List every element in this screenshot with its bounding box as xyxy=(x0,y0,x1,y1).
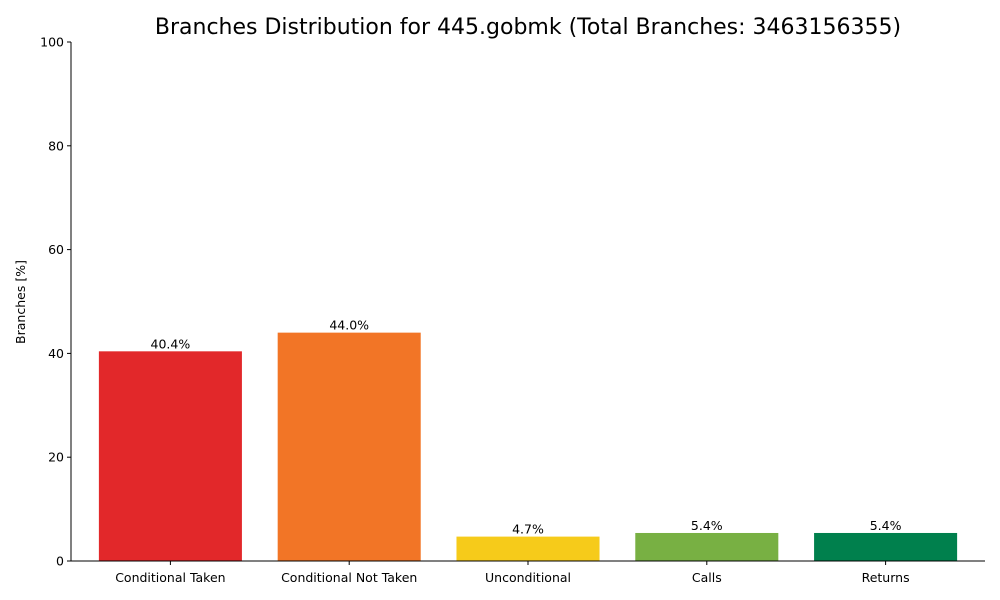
x-tick-label: Returns xyxy=(862,570,910,585)
bar-returns xyxy=(814,532,958,561)
x-axis-ticks: Conditional Taken Conditional Not Taken Un… xyxy=(115,561,910,585)
x-tick-label: Conditional Not Taken xyxy=(281,570,417,585)
data-label: 5.4% xyxy=(870,518,902,533)
y-tick-label: 0 xyxy=(56,554,64,569)
y-tick-label: 100 xyxy=(40,35,64,50)
y-axis-label: Branches [%] xyxy=(13,260,28,344)
bars-group xyxy=(98,332,958,561)
y-axis-ticks: 0 20 40 60 80 100 xyxy=(40,35,71,569)
x-tick-label: Calls xyxy=(692,570,722,585)
data-label: 5.4% xyxy=(691,518,723,533)
data-label: 40.4% xyxy=(151,336,191,351)
bar-calls xyxy=(635,532,779,561)
y-tick-label: 20 xyxy=(48,450,64,465)
data-labels-group: 40.4% 44.0% 4.7% 5.4% 5.4% xyxy=(151,318,902,537)
chart-title: Branches Distribution for 445.gobmk (Tot… xyxy=(155,15,901,40)
y-tick-label: 40 xyxy=(48,346,64,361)
bar-conditional-taken xyxy=(98,351,242,561)
y-tick-label: 80 xyxy=(48,138,64,153)
x-tick-label: Unconditional xyxy=(485,570,571,585)
x-tick-label: Conditional Taken xyxy=(115,570,225,585)
bar-conditional-not-taken xyxy=(277,332,421,561)
data-label: 44.0% xyxy=(329,318,369,333)
data-label: 4.7% xyxy=(512,522,544,537)
y-tick-label: 60 xyxy=(48,242,64,257)
bar-unconditional xyxy=(456,536,600,561)
